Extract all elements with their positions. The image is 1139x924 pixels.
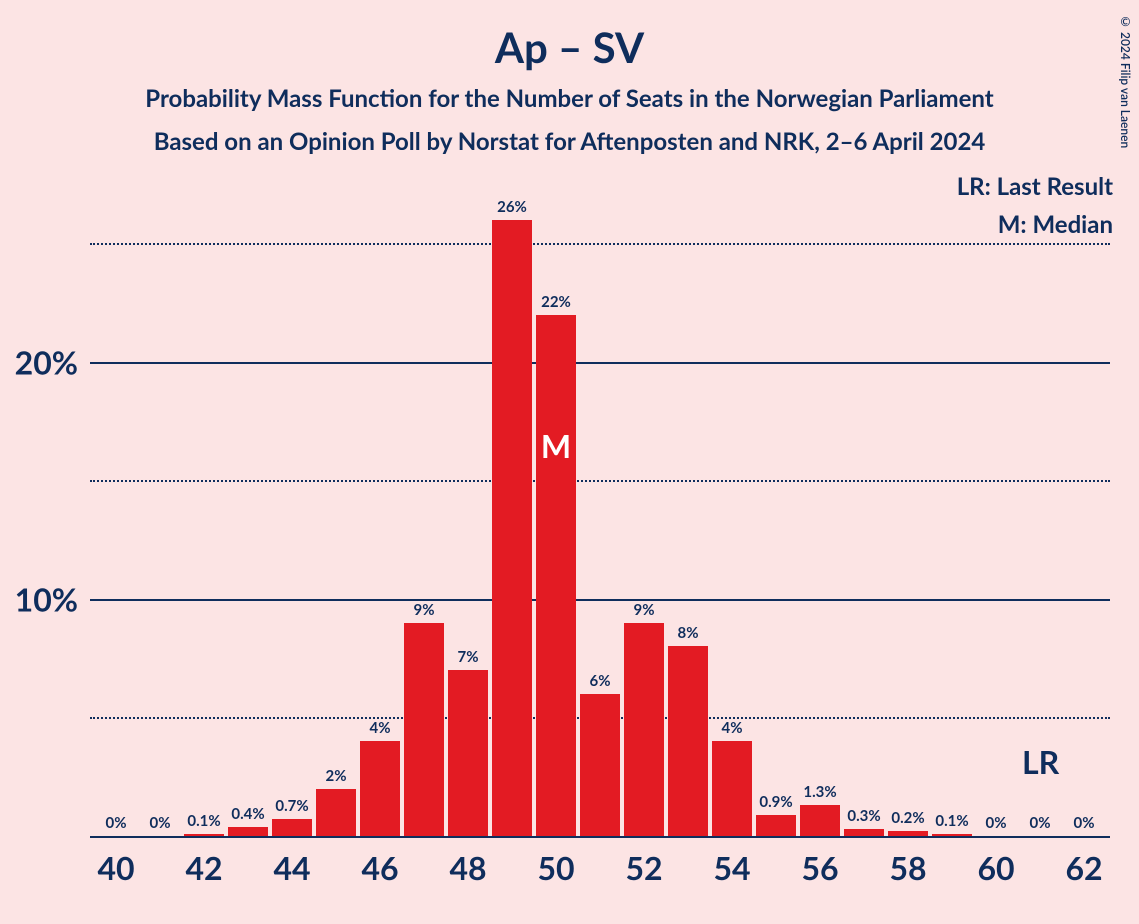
bar-slot: 0% (976, 196, 1016, 836)
x-axis-label: 54 (713, 848, 750, 887)
bar-value-label: 0.4% (231, 805, 264, 823)
x-axis-label: 56 (801, 848, 838, 887)
y-gridline-solid (90, 836, 1110, 838)
bar-slot: 0.7% (272, 196, 312, 836)
bar (272, 819, 312, 836)
x-axis-label: 46 (361, 848, 398, 887)
bar-slot: 8% (668, 196, 708, 836)
bar-value-label: 0.2% (891, 809, 924, 827)
bar-slot: 6% (580, 196, 620, 836)
bar-value-label: 7% (458, 648, 479, 666)
bar-value-label: 26% (497, 198, 527, 216)
bar-slot: 0.4% (228, 196, 268, 836)
bar-slot: 0% (96, 196, 136, 836)
bar-value-label: 0% (1074, 814, 1095, 832)
bar-slot: 1.3% (800, 196, 840, 836)
bar-slot: 4% (712, 196, 752, 836)
x-axis-label: 48 (449, 848, 486, 887)
bar (580, 694, 620, 836)
x-axis-label: 40 (97, 848, 134, 887)
pmf-bar-chart: 10%20%0%0%0.1%0.4%0.7%2%4%9%7%26%22%M6%9… (90, 196, 1110, 836)
bar (668, 646, 708, 836)
bar-value-label: 0.1% (935, 812, 968, 830)
y-axis-label: 20% (15, 342, 78, 381)
bar-slot: 0% (1064, 196, 1104, 836)
bar-value-label: 6% (590, 672, 611, 690)
bar-value-label: 0% (150, 814, 171, 832)
chart-title: Ap – SV (0, 0, 1139, 72)
bar-slot: 0.9% (756, 196, 796, 836)
x-axis-label: 50 (537, 848, 574, 887)
bar-value-label: 8% (678, 624, 699, 642)
bar (712, 741, 752, 836)
bar-slot: 0.3% (844, 196, 884, 836)
x-axis-label: 44 (273, 848, 310, 887)
bar-slot: 0.2% (888, 196, 928, 836)
last-result-marker: LR (1022, 742, 1059, 781)
x-axis-label: 42 (185, 848, 222, 887)
bar (932, 834, 972, 836)
bar-value-label: 4% (370, 719, 391, 737)
bar-value-label: 0.1% (187, 812, 220, 830)
median-marker: M (541, 426, 571, 465)
bar-value-label: 9% (414, 601, 435, 619)
x-axis-label: 52 (625, 848, 662, 887)
bar (184, 834, 224, 836)
bar-value-label: 0.7% (275, 797, 308, 815)
bar-slot: 7% (448, 196, 488, 836)
bar-value-label: 0% (106, 814, 127, 832)
bar-slot: 4% (360, 196, 400, 836)
bar-slot: 0.1% (184, 196, 224, 836)
bar-value-label: 4% (722, 719, 743, 737)
bar-value-label: 0% (1030, 814, 1051, 832)
bar-value-label: 1.3% (803, 783, 836, 801)
bar-slot: 2% (316, 196, 356, 836)
bar (888, 831, 928, 836)
chart-subtitle-1: Probability Mass Function for the Number… (0, 84, 1139, 113)
bar (448, 670, 488, 836)
bar-slot: 9% (404, 196, 444, 836)
x-axis: 40 42 44 46 48 50 52 54 56 58 60 62 (90, 848, 1110, 898)
bar (316, 789, 356, 836)
bar-value-label: 22% (541, 293, 571, 311)
x-axis-label: 58 (889, 848, 926, 887)
bar (800, 805, 840, 836)
chart-subtitle-2: Based on an Opinion Poll by Norstat for … (0, 127, 1139, 156)
bar-slot: 0% (140, 196, 180, 836)
y-axis-label: 10% (15, 579, 78, 618)
bar (756, 815, 796, 836)
bar-slot: 0% (1020, 196, 1060, 836)
x-axis-label: 60 (977, 848, 1014, 887)
bar-slot: 0.1% (932, 196, 972, 836)
bar (536, 315, 576, 836)
bar (492, 220, 532, 836)
bar (228, 827, 268, 836)
bar (360, 741, 400, 836)
bar (624, 623, 664, 836)
bar-value-label: 0.3% (847, 807, 880, 825)
bar-value-label: 0% (986, 814, 1007, 832)
bar-slot: 22% M (536, 196, 576, 836)
x-axis-label: 62 (1065, 848, 1102, 887)
copyright-text: © 2024 Filip van Laenen (1118, 14, 1133, 148)
bar (844, 829, 884, 836)
bar-value-label: 0.9% (759, 793, 792, 811)
bar (404, 623, 444, 836)
bar-value-label: 2% (326, 767, 347, 785)
bar-value-label: 9% (634, 601, 655, 619)
bar-slot: 26% (492, 196, 532, 836)
bar-slot: 9% (624, 196, 664, 836)
